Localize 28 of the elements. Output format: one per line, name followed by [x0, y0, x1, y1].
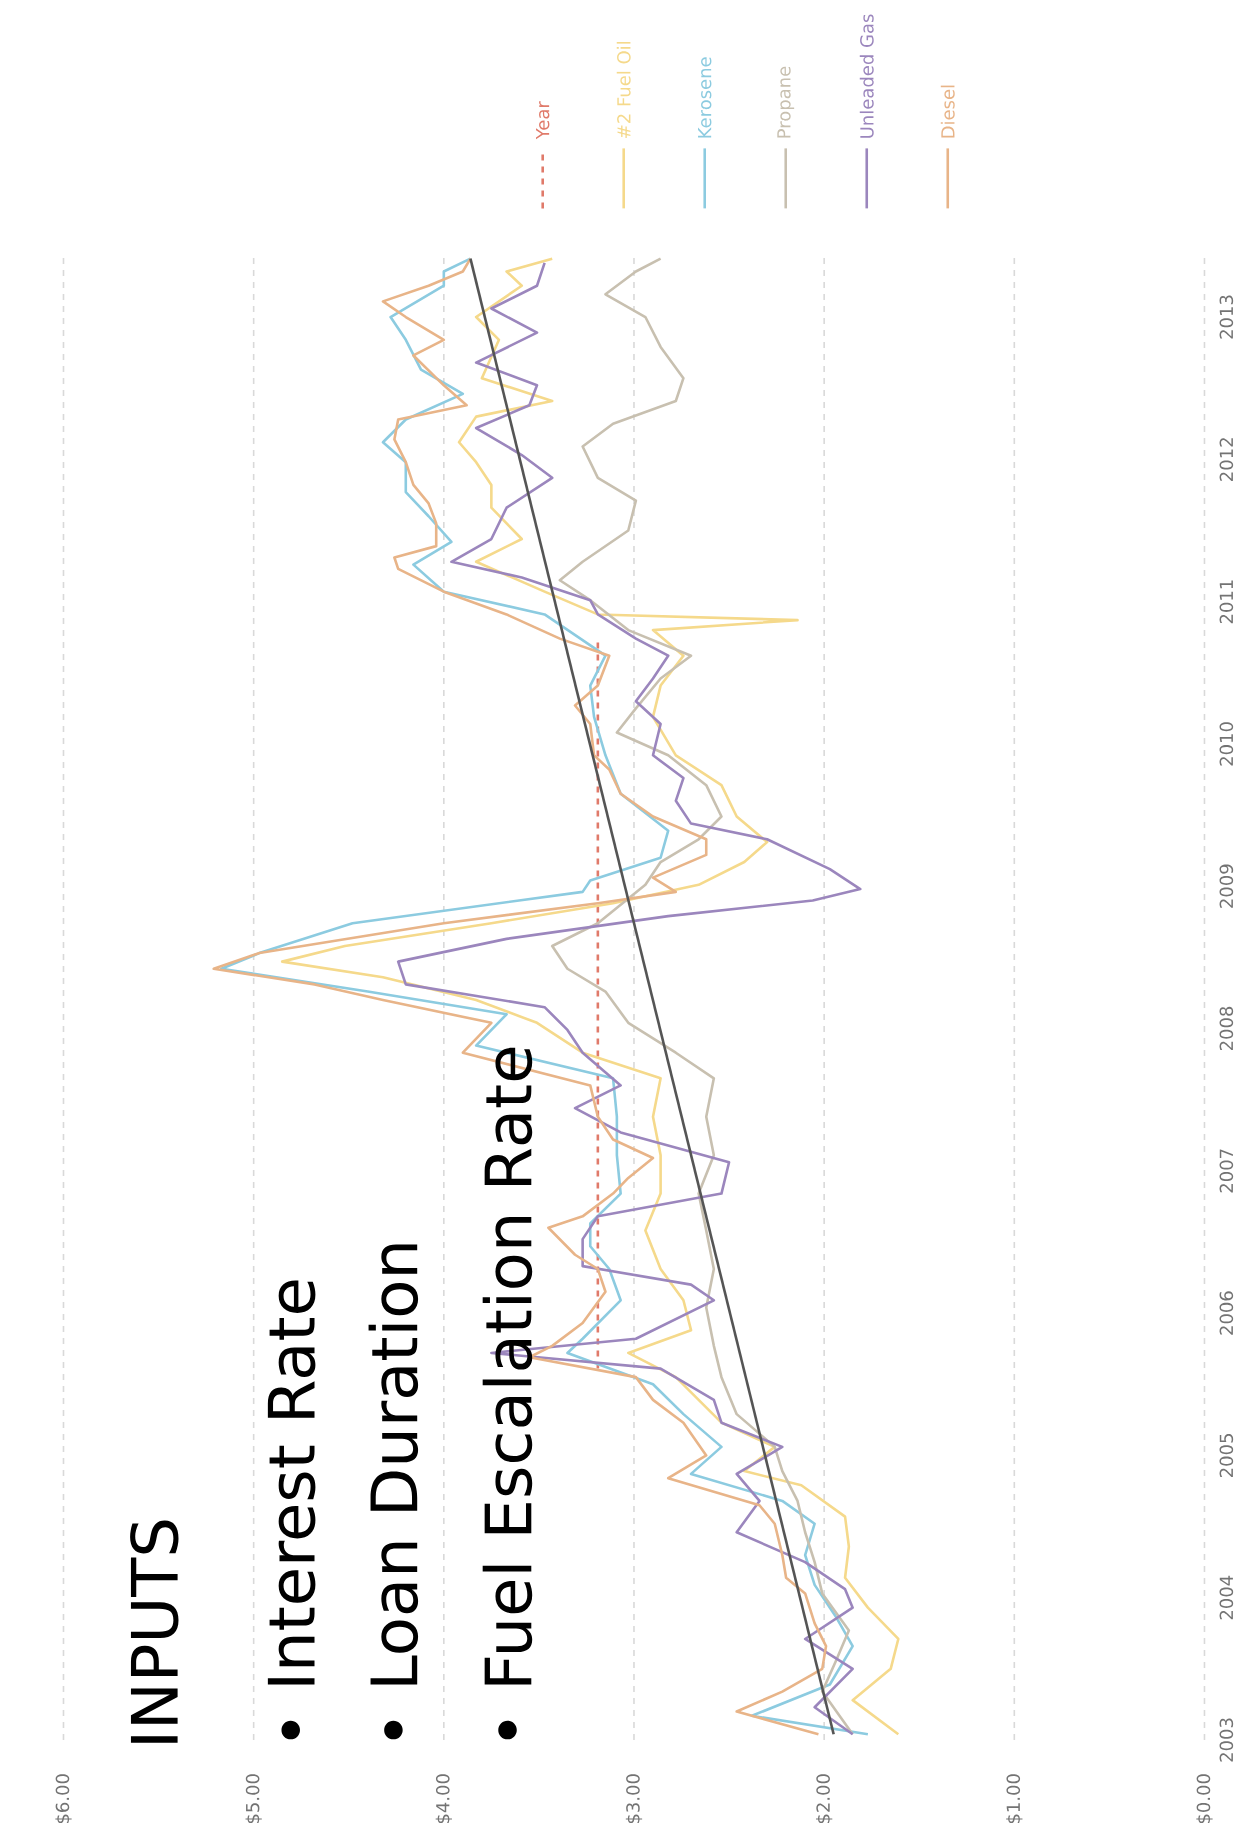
annotation: • Fuel Escalation Rate: [482, 1047, 533, 1740]
y-tick-label: 2011: [1219, 580, 1234, 624]
annotation: INPUTS: [130, 1520, 179, 1743]
text: Year: [536, 101, 550, 140]
text: Propane: [777, 66, 795, 138]
annotation: • Interest Rate: [268, 1280, 316, 1740]
text: Kerosene: [698, 57, 712, 138]
text: Diesel: [941, 85, 955, 138]
x-tick-label: $6.00: [55, 1774, 72, 1824]
x-tick-label: $1.00: [1006, 1774, 1023, 1824]
x-tick-label: $4.00: [435, 1774, 453, 1824]
y-tick-label: 2006: [1219, 1291, 1234, 1335]
y-tick-label: 2009: [1219, 864, 1234, 908]
y-tick-label: 2007: [1219, 1149, 1234, 1193]
x-tick-label: $2.00: [816, 1774, 833, 1824]
text: Unleaded Gas: [860, 14, 874, 138]
y-tick-label: 2008: [1219, 1006, 1234, 1051]
x-tick-label: $3.00: [626, 1774, 643, 1824]
y-tick-label: 2003: [1219, 1718, 1234, 1762]
text: #2 Fuel Oil: [616, 42, 631, 138]
y-tick-label: 2010: [1219, 722, 1234, 766]
y-tick-label: 2013: [1219, 295, 1234, 339]
y-tick-label: 2012: [1219, 438, 1234, 481]
x-tick-label: $5.00: [245, 1774, 263, 1824]
x-tick-label: $0.00: [1196, 1774, 1213, 1824]
y-tick-label: 2005: [1219, 1434, 1234, 1477]
y-tick-label: 2004: [1219, 1575, 1234, 1620]
annotation: • Loan Duration: [368, 1244, 419, 1740]
